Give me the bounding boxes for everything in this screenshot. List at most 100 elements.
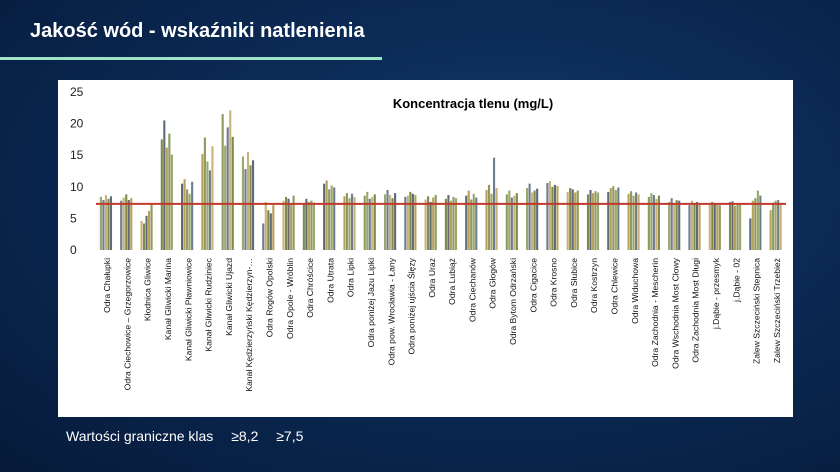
x-tick-label: Odra Cigacice [528, 258, 538, 313]
bar [571, 189, 574, 250]
x-tick-label: Odra Widuchowa [630, 258, 640, 324]
bar [569, 188, 572, 250]
x-tick-label: Odra Uraz [427, 258, 437, 298]
bar [386, 189, 389, 250]
bar [165, 147, 168, 250]
bar [774, 200, 777, 250]
bar [371, 196, 374, 250]
x-tick-label: Kanał Kędzierzyński Kędzierzyn-… [244, 258, 254, 392]
x-tick-label: Odra Krosno [549, 258, 559, 307]
bar [150, 204, 153, 250]
bar [508, 190, 511, 250]
bar [246, 152, 250, 250]
bar [272, 205, 275, 250]
bar [635, 192, 638, 250]
bar [546, 183, 549, 250]
bar [607, 191, 610, 250]
bar [221, 114, 224, 250]
bar [470, 199, 473, 250]
bar [312, 202, 315, 250]
bar [224, 145, 227, 250]
bar [391, 198, 394, 250]
bar [693, 203, 696, 250]
bar [533, 190, 536, 250]
bar [285, 196, 288, 250]
bar [323, 183, 326, 250]
bar [160, 139, 163, 250]
bar [632, 195, 635, 250]
bar [411, 193, 414, 250]
bar [447, 195, 450, 250]
bar [487, 184, 491, 250]
bar [292, 195, 295, 250]
bar [368, 198, 371, 250]
bar [429, 201, 432, 250]
bar [754, 198, 757, 250]
bar [249, 165, 252, 250]
bar [513, 195, 516, 250]
x-tick-label: Odra Wschodnia Most Cłowy [670, 257, 680, 369]
bar [168, 133, 171, 250]
bar [353, 196, 356, 250]
bar [695, 201, 699, 250]
bar [267, 210, 270, 250]
bar [713, 203, 716, 250]
x-tick-label: Odra Słubice [569, 258, 579, 308]
bar [251, 160, 255, 250]
bar [424, 199, 427, 250]
x-tick-label: Odra poniżej ujścia Ślęzy [406, 257, 417, 354]
bar [330, 185, 333, 250]
x-tick-label: Odra Utrata [325, 258, 335, 303]
bar [596, 192, 600, 250]
bar [444, 198, 447, 250]
bar [432, 197, 435, 250]
bar [434, 195, 437, 250]
bar [759, 195, 762, 250]
y-tick-label: 0 [70, 243, 77, 257]
bar [305, 198, 308, 250]
x-tick-label: j.Dąbie - 02 [731, 258, 741, 303]
chart-title: Koncentracja tlenu (mg/L) [393, 96, 553, 111]
bar [142, 223, 146, 250]
bar [325, 180, 328, 250]
bar [163, 120, 166, 250]
bar [591, 193, 595, 250]
bar [551, 186, 554, 250]
bar [170, 154, 173, 250]
x-tick-label: Odra Kostrzyn [589, 258, 599, 313]
bar [350, 193, 354, 250]
bar [287, 198, 290, 250]
bar [454, 198, 458, 250]
bar [409, 191, 412, 250]
bar [302, 204, 305, 250]
x-axis-labels: Odra Chałupki Odra Ciechowice – Grzegorzo… [102, 257, 782, 392]
bar [122, 197, 125, 250]
bar [531, 192, 534, 250]
bar [485, 189, 488, 250]
bar [652, 195, 655, 250]
bar [749, 218, 752, 250]
bar [495, 188, 498, 250]
x-tick-label: Odra Opole - Wróblin [285, 258, 295, 339]
bar [647, 196, 650, 250]
bar [188, 193, 191, 250]
bar [262, 223, 265, 250]
bar [147, 210, 151, 250]
x-tick-label: Odra Zachodnia Most Długi [691, 258, 701, 363]
bar [107, 198, 110, 250]
x-tick-label: Odra Głogów [488, 257, 498, 308]
bar [394, 193, 397, 250]
bar [711, 201, 714, 250]
y-tick-label: 5 [70, 211, 77, 225]
chart-panel: 0 5 10 15 20 25 Odra Chałupki Odra Ciechowice … [58, 80, 793, 417]
y-tick-label: 20 [70, 117, 84, 131]
bar [688, 205, 691, 250]
bar [617, 187, 620, 250]
bar [406, 195, 409, 250]
bar [282, 200, 285, 250]
bar [363, 195, 366, 250]
bar [526, 188, 529, 250]
bar [678, 200, 681, 250]
x-tick-label: Odra Ciechanów [467, 257, 477, 322]
x-tick-label: Odra Rogów Opolski [265, 258, 275, 337]
